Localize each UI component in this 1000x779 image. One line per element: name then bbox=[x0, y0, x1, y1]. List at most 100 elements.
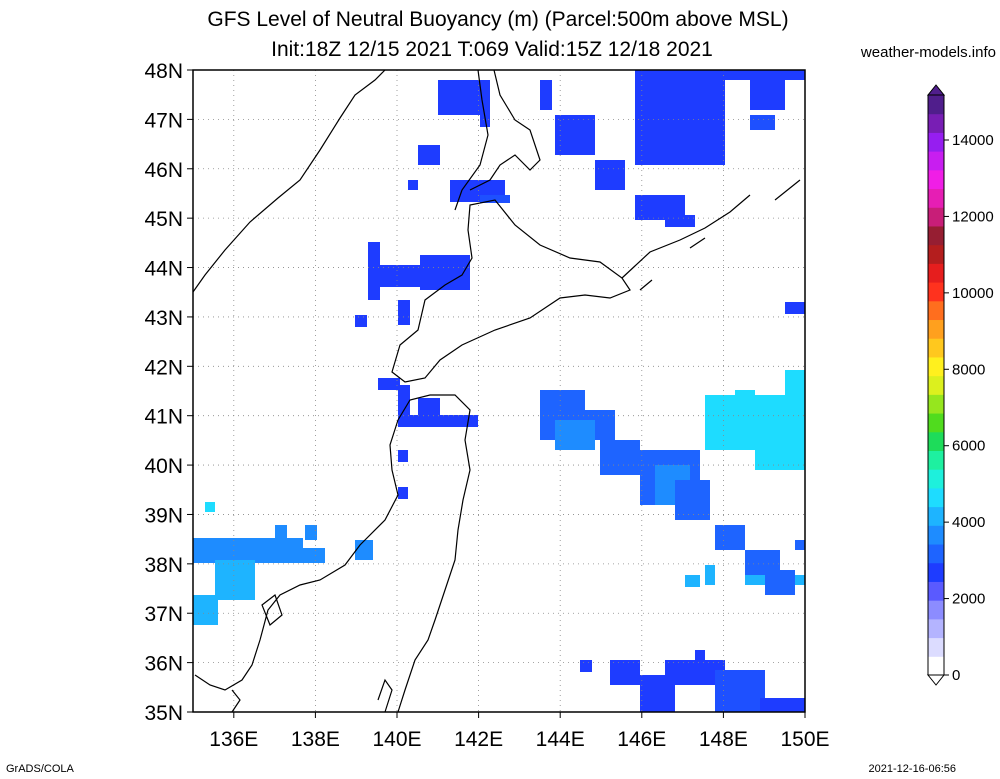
shade-cell bbox=[635, 70, 725, 165]
colorbar-segment bbox=[928, 207, 944, 227]
colorbar: 0 2000 4000 6000 8000 10000 12000 14000 bbox=[926, 84, 994, 686]
longitude-labels: 136E 138E 140E 142E 144E 146E 148E 150E bbox=[209, 712, 830, 751]
shade-cell bbox=[193, 538, 303, 563]
site-label: weather-models.info bbox=[860, 44, 996, 61]
colorbar-label: 0 bbox=[952, 667, 960, 684]
colorbar-segment bbox=[928, 263, 944, 283]
footer-left: GrADS/COLA bbox=[6, 763, 74, 775]
lat-tick-label: 36N bbox=[144, 653, 183, 676]
shade-cell bbox=[215, 560, 255, 600]
colorbar-segment bbox=[928, 656, 944, 676]
shade-cell bbox=[745, 575, 765, 585]
colorbar-segment bbox=[928, 113, 944, 133]
shade-cell bbox=[555, 115, 595, 155]
shade-cell bbox=[555, 420, 595, 450]
latitude-labels: 48N 47N 46N 45N 44N 43N 42N 41N 40N 39N 38N 37N 36N 3… bbox=[144, 60, 193, 725]
colorbar-segment bbox=[928, 169, 944, 190]
colorbar-min-arrow bbox=[926, 674, 946, 686]
colorbar-segment bbox=[928, 450, 944, 470]
shade-cell bbox=[610, 660, 640, 685]
lon-tick-label: 136E bbox=[209, 728, 258, 751]
colorbar-segment bbox=[928, 637, 944, 657]
colorbar-segment bbox=[928, 487, 944, 508]
shade-cell bbox=[685, 575, 700, 587]
shade-cell bbox=[205, 502, 215, 512]
colorbar-segment bbox=[928, 469, 944, 489]
shade-cell bbox=[398, 487, 408, 499]
shade-cell bbox=[398, 415, 478, 427]
shade-cell bbox=[275, 525, 287, 540]
buoyancy-shading bbox=[193, 70, 805, 712]
footer-timestamp: 2021-12-16-06:56 bbox=[868, 763, 956, 775]
colorbar-segment bbox=[928, 506, 944, 526]
lat-tick-label: 38N bbox=[144, 554, 183, 577]
shade-cell bbox=[715, 670, 765, 712]
colorbar-max-arrow bbox=[926, 84, 946, 96]
shade-cell bbox=[795, 575, 805, 585]
lat-tick-label: 40N bbox=[144, 455, 183, 478]
shade-cell bbox=[418, 145, 440, 165]
colorbar-label: 14000 bbox=[952, 132, 994, 149]
colorbar-segment bbox=[928, 188, 944, 208]
colorbar-segment bbox=[928, 338, 944, 358]
shade-cell bbox=[540, 80, 552, 110]
shade-cell bbox=[660, 70, 805, 80]
lat-tick-label: 39N bbox=[144, 504, 183, 527]
colorbar-segment bbox=[928, 244, 944, 264]
colorbar-segment bbox=[928, 282, 944, 302]
coastlines bbox=[192, 69, 801, 713]
colorbar-label: 12000 bbox=[952, 208, 994, 225]
colorbar-label: 10000 bbox=[952, 285, 994, 302]
shade-cell bbox=[355, 540, 373, 560]
colorbar-segment bbox=[928, 525, 944, 545]
lon-tick-label: 138E bbox=[291, 728, 340, 751]
lat-tick-label: 47N bbox=[144, 109, 183, 132]
colorbar-segment bbox=[928, 413, 944, 433]
colorbar-segment bbox=[928, 618, 944, 639]
shade-cell bbox=[750, 115, 775, 130]
lat-tick-label: 44N bbox=[144, 258, 183, 281]
map-frame bbox=[192, 69, 806, 713]
colorbar-segment bbox=[928, 356, 944, 377]
shade-cell bbox=[705, 565, 715, 585]
colorbar-segment bbox=[928, 132, 944, 152]
shade-cell bbox=[675, 480, 710, 520]
map-subtitle: Init:18Z 12/15 2021 T:069 Valid:15Z 12/1… bbox=[271, 38, 713, 61]
lat-tick-label: 41N bbox=[144, 406, 183, 429]
lat-tick-label: 42N bbox=[144, 356, 183, 379]
shade-cell bbox=[193, 595, 218, 625]
lon-tick-label: 148E bbox=[699, 728, 748, 751]
lon-tick-label: 142E bbox=[454, 728, 503, 751]
shade-cell bbox=[735, 390, 755, 400]
lon-tick-label: 150E bbox=[780, 728, 829, 751]
shade-cell bbox=[665, 215, 695, 227]
shade-cell bbox=[595, 160, 625, 190]
colorbar-segment bbox=[928, 300, 944, 321]
shade-cell bbox=[420, 255, 470, 290]
shade-cell bbox=[760, 698, 805, 712]
shade-cell bbox=[600, 440, 640, 475]
shade-cell bbox=[398, 450, 408, 462]
colorbar-segment bbox=[928, 544, 944, 564]
shade-cell bbox=[755, 405, 805, 470]
shade-cell bbox=[715, 525, 745, 550]
shade-cell bbox=[408, 180, 418, 190]
lon-tick-label: 146E bbox=[617, 728, 666, 751]
lat-tick-label: 45N bbox=[144, 208, 183, 231]
colorbar-label: 8000 bbox=[952, 361, 985, 378]
shade-cell bbox=[785, 302, 805, 314]
map-title: GFS Level of Neutral Buoyancy (m) (Parce… bbox=[207, 8, 789, 31]
colorbar-segment bbox=[928, 319, 944, 339]
shade-cell bbox=[398, 300, 410, 325]
shade-cell bbox=[398, 385, 410, 420]
shade-cell bbox=[305, 525, 317, 540]
lon-tick-label: 140E bbox=[372, 728, 421, 751]
colorbar-segment bbox=[928, 431, 944, 451]
colorbar-segment bbox=[928, 562, 944, 582]
shade-cell bbox=[285, 548, 325, 563]
shade-cell bbox=[580, 660, 592, 672]
shade-cell bbox=[765, 570, 795, 595]
colorbar-segment bbox=[928, 600, 944, 620]
shade-cell bbox=[458, 80, 478, 100]
